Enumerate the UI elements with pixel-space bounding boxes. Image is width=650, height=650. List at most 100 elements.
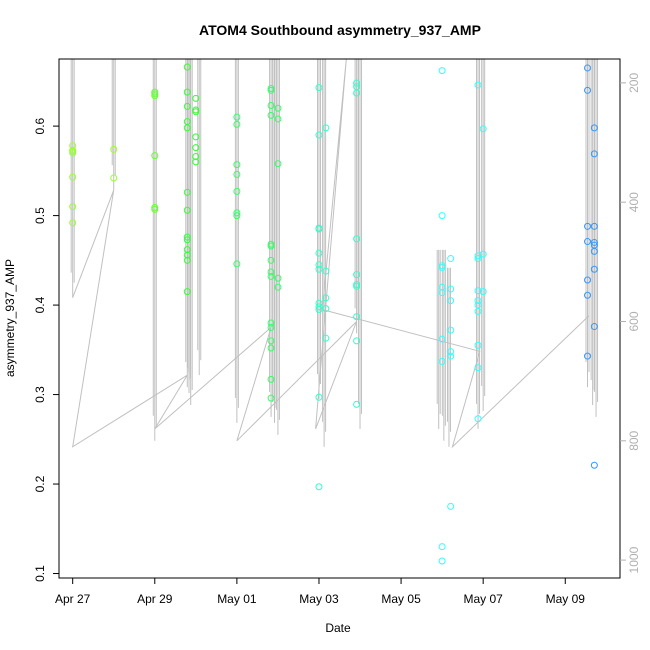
- data-point: [183, 236, 191, 244]
- data-point: [315, 225, 323, 233]
- y2-tick-label: 800: [627, 430, 641, 450]
- data-point: [438, 357, 446, 365]
- data-point: [474, 81, 482, 89]
- data-point: [183, 124, 191, 132]
- data-point: [69, 219, 77, 227]
- data-point: [267, 375, 275, 383]
- data-point: [353, 271, 361, 279]
- data-point: [233, 260, 241, 268]
- y2-tick-label: 1000: [627, 546, 641, 573]
- data-point: [183, 88, 191, 96]
- y-tick-label: 0.5: [33, 207, 47, 224]
- data-point: [183, 233, 191, 241]
- x-tick-label: May 07: [463, 592, 503, 606]
- data-point: [438, 557, 446, 565]
- data-point: [183, 256, 191, 264]
- data-point: [192, 153, 200, 161]
- data-point: [274, 274, 282, 282]
- x-tick-label: May 01: [217, 592, 257, 606]
- data-point: [447, 255, 455, 263]
- data-point: [590, 323, 598, 331]
- data-point: [69, 142, 77, 150]
- data-point: [267, 256, 275, 264]
- y-tick-label: 0.3: [33, 386, 47, 403]
- data-point: [438, 263, 446, 271]
- data-point: [315, 261, 323, 269]
- data-point: [315, 303, 323, 311]
- data-point: [110, 145, 118, 153]
- data-point: [474, 341, 482, 349]
- data-point: [447, 348, 455, 356]
- data-point: [584, 276, 592, 284]
- data-point: [590, 124, 598, 132]
- data-point: [233, 209, 241, 217]
- data-point: [315, 393, 323, 401]
- data-point: [474, 255, 482, 263]
- data-point: [151, 152, 159, 160]
- data-point: [447, 297, 455, 305]
- data-point: [233, 187, 241, 195]
- data-point: [183, 206, 191, 214]
- data-point: [110, 174, 118, 182]
- data-point: [274, 115, 282, 123]
- data-point: [584, 238, 592, 246]
- data-point: [151, 205, 159, 213]
- data-point: [474, 364, 482, 372]
- data-point: [267, 323, 275, 331]
- data-point: [479, 125, 487, 133]
- data-point: [192, 133, 200, 141]
- data-point: [479, 288, 487, 296]
- data-point: [584, 86, 592, 94]
- data-point: [322, 294, 330, 302]
- data-point: [474, 307, 482, 315]
- data-point: [192, 94, 200, 102]
- y-tick-label: 0.2: [33, 475, 47, 492]
- data-point: [474, 287, 482, 295]
- data-point: [315, 483, 323, 491]
- data-point: [447, 352, 455, 360]
- data-point: [438, 335, 446, 343]
- data-point: [233, 161, 241, 169]
- y2-axis: 200 400 600 800 1000: [620, 73, 641, 573]
- data-point: [353, 313, 361, 321]
- data-point: [474, 297, 482, 305]
- data-point: [267, 272, 275, 280]
- data-point: [274, 160, 282, 168]
- data-point: [267, 344, 275, 352]
- x-tick-label: May 09: [546, 592, 586, 606]
- data-point: [353, 235, 361, 243]
- y2-tick-label: 200: [627, 73, 641, 93]
- data-point: [438, 212, 446, 220]
- data-point: [183, 188, 191, 196]
- data-point: [447, 326, 455, 334]
- data-point: [192, 158, 200, 166]
- y2-tick-label: 600: [627, 311, 641, 331]
- data-point: [584, 291, 592, 299]
- data-point: [447, 502, 455, 510]
- data-point: [590, 461, 598, 469]
- data-point: [322, 124, 330, 132]
- x-tick-label: May 05: [381, 592, 421, 606]
- data-point: [322, 334, 330, 342]
- data-point: [233, 170, 241, 178]
- data-point: [584, 64, 592, 72]
- data-point: [183, 251, 191, 259]
- data-point: [590, 222, 598, 230]
- data-point: [192, 144, 200, 152]
- x-axis: Apr 27 Apr 29 May 01 May 03 May 05 May 07 May …: [55, 578, 585, 606]
- x-tick-label: May 03: [299, 592, 339, 606]
- data-point: [353, 282, 361, 290]
- points-layer: [69, 63, 598, 565]
- data-point: [267, 102, 275, 110]
- data-point: [233, 113, 241, 121]
- data-point: [183, 288, 191, 296]
- y-tick-label: 0.4: [33, 296, 47, 313]
- data-point: [438, 289, 446, 297]
- data-point: [584, 352, 592, 360]
- data-point: [274, 283, 282, 291]
- x-axis-label: Date: [325, 621, 351, 635]
- data-point: [590, 238, 598, 246]
- data-point: [353, 79, 361, 87]
- data-point: [353, 337, 361, 345]
